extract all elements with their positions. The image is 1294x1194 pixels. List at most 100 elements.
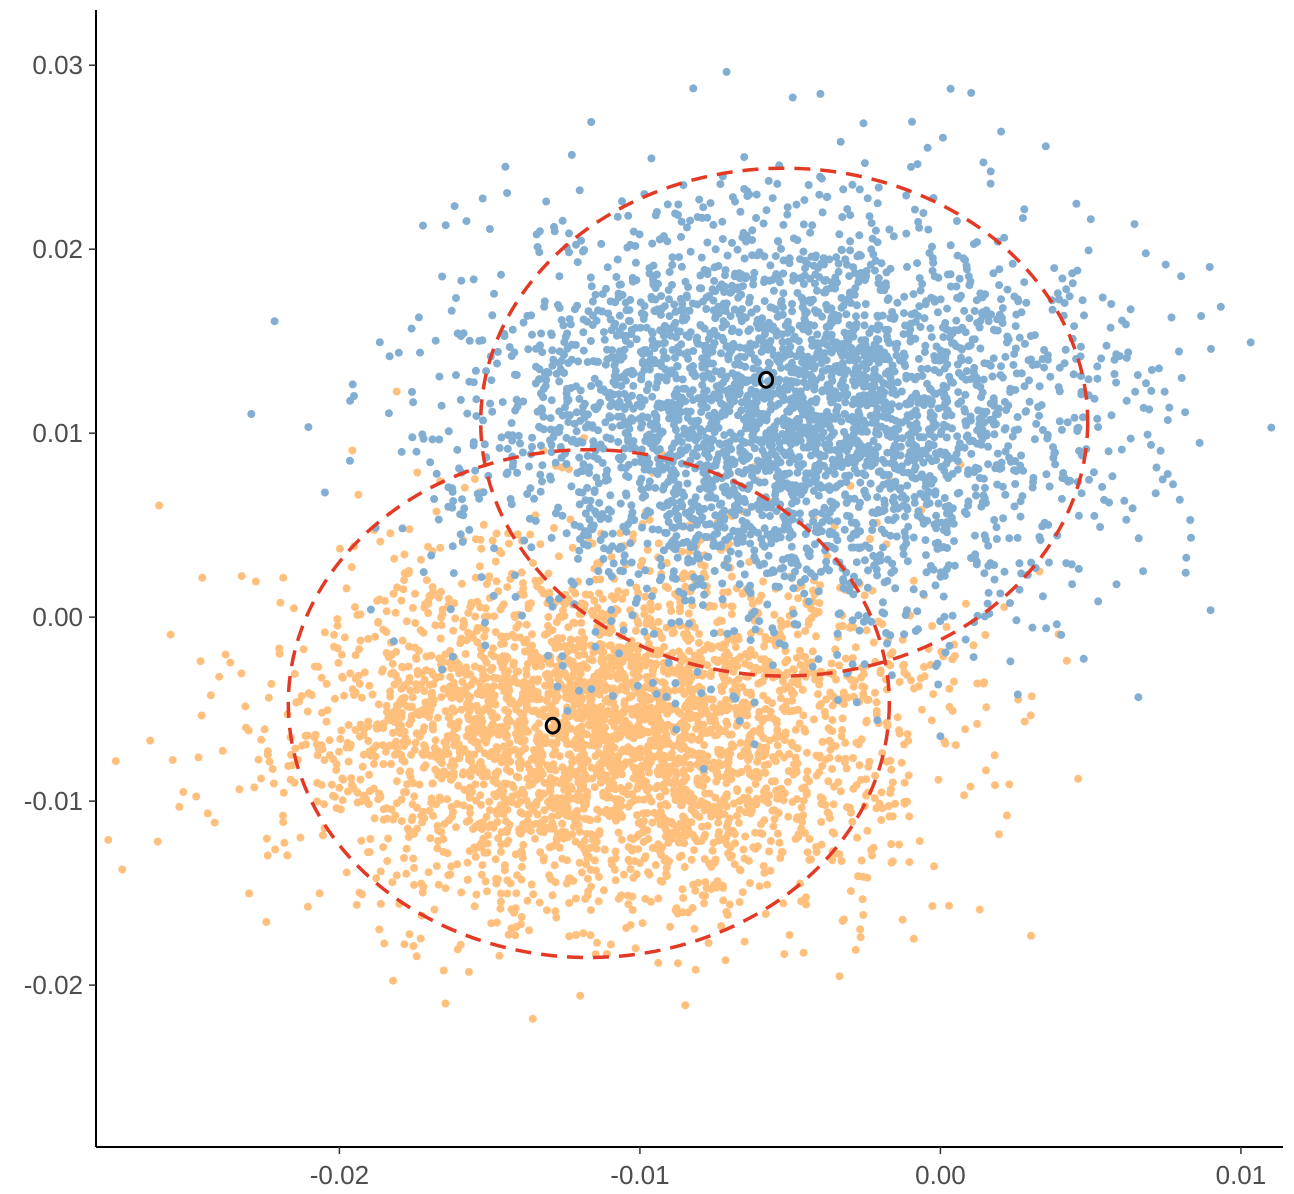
scatter-point (510, 643, 519, 651)
scatter-point (551, 707, 560, 716)
scatter-point (600, 845, 609, 854)
scatter-point (357, 693, 366, 702)
scatter-point (682, 722, 691, 731)
scatter-point (572, 240, 580, 249)
scatter-point (403, 738, 412, 746)
scatter-point (366, 835, 375, 843)
scatter-point (526, 530, 535, 539)
scatter-point (928, 622, 937, 630)
scatter-point (494, 730, 503, 739)
scatter-point (804, 620, 813, 629)
scatter-point (992, 535, 1001, 543)
scatter-point (628, 273, 637, 282)
scatter-point (280, 838, 289, 847)
scatter-point (1057, 630, 1066, 639)
scatter-point (848, 654, 857, 663)
scatter-point (453, 945, 462, 954)
scatter-point (510, 613, 519, 621)
scatter-point (741, 698, 750, 707)
scatter-point (828, 765, 837, 773)
scatter-point (776, 616, 785, 625)
scatter-point (684, 636, 693, 645)
scatter-point (900, 668, 909, 677)
scatter-point (386, 529, 395, 538)
scatter-point (348, 380, 357, 389)
scatter-point (669, 742, 678, 751)
scatter-point (930, 862, 938, 871)
scatter-point (577, 868, 586, 877)
scatter-point (514, 726, 523, 735)
scatter-point (483, 831, 492, 840)
scatter-point (538, 461, 547, 470)
scatter-point (402, 617, 411, 626)
scatter-point (566, 874, 574, 883)
scatter-point (471, 766, 480, 775)
scatter-point (624, 211, 633, 220)
scatter-point (1062, 285, 1071, 294)
scatter-point (738, 888, 747, 897)
scatter-point (858, 682, 867, 691)
scatter-point (939, 333, 948, 342)
scatter-point (657, 561, 666, 570)
scatter-point (443, 795, 452, 804)
scatter-point (375, 925, 384, 934)
scatter-point (476, 535, 485, 544)
scatter-point (822, 695, 831, 704)
scatter-point (489, 695, 498, 704)
scatter-point (836, 787, 845, 796)
scatter-point (901, 512, 909, 521)
scatter-point (497, 433, 506, 442)
scatter-point (736, 738, 745, 747)
scatter-point (330, 630, 338, 639)
scatter-point (303, 902, 312, 911)
scatter-point (275, 644, 284, 653)
scatter-point (354, 490, 363, 499)
scatter-point (545, 595, 554, 604)
scatter-point (588, 656, 597, 665)
scatter-point (838, 726, 847, 735)
scatter-point (846, 246, 855, 255)
scatter-point (574, 789, 583, 798)
scatter-point (495, 444, 504, 452)
scatter-point (789, 609, 798, 618)
scatter-point (863, 696, 872, 705)
scatter-point (730, 799, 738, 808)
scatter-point (693, 776, 702, 784)
scatter-point (364, 634, 373, 643)
scatter-point (697, 689, 706, 698)
scatter-point (450, 707, 459, 716)
scatter-point (775, 686, 784, 695)
scatter-point (991, 781, 999, 790)
scatter-point (317, 780, 326, 789)
scatter-point (719, 681, 728, 690)
scatter-point (988, 372, 997, 381)
scatter-point (815, 599, 824, 607)
scatter-point (601, 808, 610, 817)
scatter-point (651, 861, 660, 869)
scatter-point (547, 800, 556, 809)
scatter-point (855, 185, 864, 194)
scatter-point (870, 794, 879, 803)
scatter-point (759, 691, 768, 700)
scatter-point (607, 553, 616, 561)
scatter-point (613, 212, 622, 221)
scatter-point (609, 684, 618, 693)
scatter-point (503, 889, 512, 898)
scatter-point (400, 727, 409, 736)
scatter-point (447, 802, 456, 811)
scatter-point (754, 596, 763, 605)
scatter-point (990, 751, 999, 760)
scatter-point (596, 778, 605, 787)
scatter-point (567, 695, 576, 704)
scatter-point (1089, 468, 1098, 477)
scatter-point (640, 817, 648, 826)
scatter-point (631, 652, 640, 661)
scatter-point (438, 657, 447, 666)
scatter-point (504, 930, 513, 939)
scatter-point (479, 520, 488, 529)
scatter-point (348, 446, 357, 455)
scatter-point (483, 703, 492, 712)
scatter-point (1035, 382, 1044, 391)
scatter-point (548, 626, 557, 635)
scatter-point (717, 616, 726, 625)
